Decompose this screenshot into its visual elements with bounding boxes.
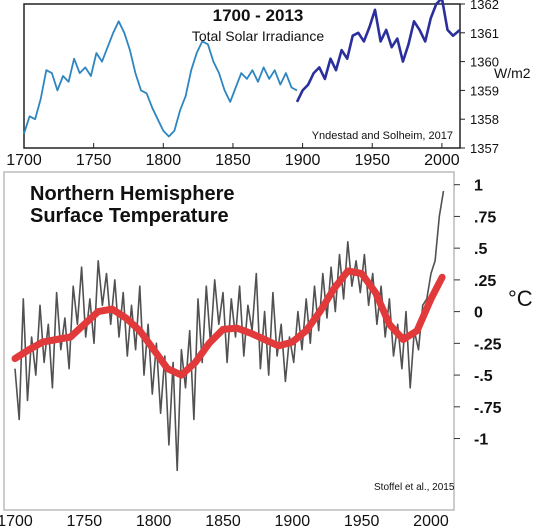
- solar-y-tick-label: 1362: [470, 0, 499, 12]
- solar-y-unit-label: W/m2: [494, 65, 531, 81]
- temperature-y-tick-label: -.75: [474, 400, 502, 417]
- solar-y-tick-label: 1360: [470, 55, 499, 70]
- solar-y-tick-label: 1359: [470, 83, 499, 98]
- temperature-y-tick-label: -1: [474, 432, 488, 449]
- temperature-y-tick-label: 0: [474, 305, 483, 322]
- temperature-x-tick-label: 1950: [344, 513, 380, 530]
- solar-x-tick-label: 2000: [424, 152, 460, 169]
- temperature-x-tick-label: 1800: [136, 513, 172, 530]
- temperature-y-tick-label: .5: [474, 241, 487, 258]
- temperature-series-group: [11, 190, 446, 472]
- temperature-x-tick-label: 1700: [0, 513, 33, 530]
- solar-y-tick-label: 1358: [470, 112, 499, 127]
- solar-series-group: [23, 0, 461, 138]
- temperature-x-tick-label: 1900: [275, 513, 311, 530]
- solar-x-tick-label: 1750: [76, 152, 112, 169]
- solar-line-1896-2013: [295, 0, 461, 103]
- temperature-y-tick-label: -.5: [474, 368, 493, 385]
- temperature-chart: 1700 1750 1800 1850 1900 1950 2000 1 .75 .5 .25 0 -.…: [0, 171, 533, 530]
- solar-x-tick-label: 1900: [285, 152, 321, 169]
- solar-chart-subtitle: Total Solar Irradiance: [192, 28, 325, 44]
- solar-irradiance-chart: 1700 1750 1800 1850 1900 1950 2000 1357 1358 1359…: [6, 0, 531, 169]
- solar-x-tick-label: 1850: [215, 152, 251, 169]
- temperature-x-tick-label: 2000: [413, 513, 449, 530]
- solar-x-tick-label: 1700: [6, 152, 42, 169]
- temperature-x-tick-label: 1750: [67, 513, 103, 530]
- solar-x-tick-label: 1950: [354, 152, 390, 169]
- temperature-smoothed-line: [11, 267, 446, 379]
- solar-plot-frame: [23, 3, 461, 149]
- temperature-y-unit-label: °C: [508, 286, 533, 311]
- temperature-title-line-2: Surface Temperature: [30, 205, 229, 227]
- temperature-title-line-1: Northern Hemisphere: [30, 183, 235, 205]
- solar-tick-group: 1700 1750 1800 1850 1900 1950 2000 1357 1358 1359…: [6, 0, 499, 169]
- temperature-y-tick-label: -.25: [474, 336, 502, 353]
- temperature-y-tick-label: 1: [474, 178, 483, 195]
- solar-line-1700-1896: [23, 20, 298, 138]
- solar-x-tick-label: 1800: [146, 152, 182, 169]
- solar-chart-title: 1700 - 2013: [213, 6, 304, 25]
- temperature-y-tick-label: .75: [474, 209, 496, 226]
- solar-source-label: Yndestad and Solheim, 2017: [312, 130, 453, 142]
- temperature-source-label: Stoffel et al., 2015: [374, 482, 455, 493]
- temperature-tick-group: 1700 1750 1800 1850 1900 1950 2000 1 .75 .5 .25 0 -.…: [0, 178, 502, 530]
- solar-y-tick-label: 1357: [470, 141, 499, 156]
- temperature-y-tick-label: .25: [474, 273, 496, 290]
- solar-y-tick-label: 1361: [470, 26, 499, 41]
- temperature-x-tick-label: 1850: [205, 513, 241, 530]
